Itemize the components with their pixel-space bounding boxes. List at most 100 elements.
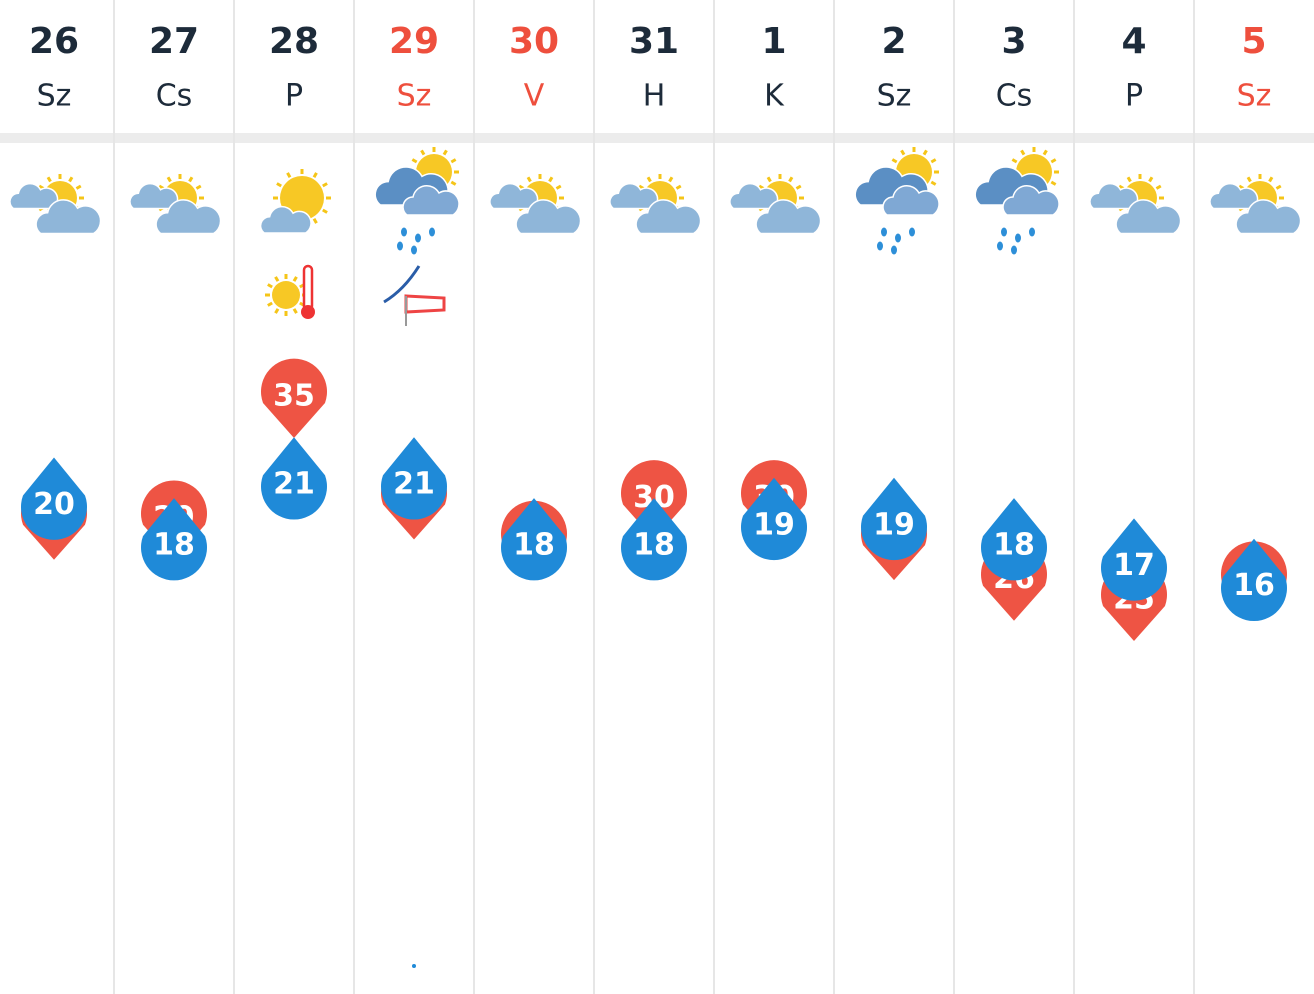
day-weekday: P bbox=[285, 79, 303, 114]
low-temp: 18 bbox=[513, 528, 555, 563]
day-weekday: Cs bbox=[156, 79, 193, 114]
rain-drop bbox=[1011, 245, 1017, 255]
sun-ray bbox=[274, 308, 280, 314]
weather-icon bbox=[1209, 174, 1302, 235]
sun-ray bbox=[1011, 158, 1018, 164]
low-temp: 21 bbox=[273, 467, 315, 502]
sun-ray bbox=[312, 172, 318, 178]
windsock bbox=[404, 294, 446, 314]
weather-icon bbox=[259, 169, 331, 234]
sun bbox=[280, 176, 324, 220]
sun-ray bbox=[267, 283, 273, 289]
sun-ray bbox=[646, 176, 652, 183]
cloud bbox=[1115, 199, 1182, 235]
rain-drop bbox=[411, 245, 417, 255]
sun-ray bbox=[555, 184, 562, 190]
sun-ray bbox=[292, 308, 298, 314]
low-drop bbox=[1101, 518, 1167, 601]
low-drop bbox=[1221, 538, 1287, 622]
low-drop bbox=[861, 477, 927, 561]
low-drop bbox=[621, 498, 687, 581]
sun-ray bbox=[46, 176, 52, 183]
sun-ray bbox=[1050, 180, 1057, 186]
sun-ray bbox=[68, 176, 74, 183]
cloud bbox=[9, 182, 59, 210]
sun-ray bbox=[442, 149, 448, 156]
sun-ray bbox=[900, 149, 906, 156]
weather-icon bbox=[854, 147, 940, 255]
cloud bbox=[489, 182, 539, 210]
sun-ray bbox=[276, 182, 282, 188]
weather-icon bbox=[1089, 174, 1182, 235]
cloud bbox=[882, 185, 940, 216]
sun-ray bbox=[1268, 176, 1274, 183]
weather-icon bbox=[374, 147, 460, 255]
low-temp: 19 bbox=[753, 507, 795, 542]
cloud bbox=[1002, 185, 1060, 216]
sun-ray bbox=[668, 176, 674, 183]
low-drop bbox=[261, 437, 327, 520]
sun-ray bbox=[166, 176, 172, 183]
warning-icon bbox=[383, 265, 446, 326]
sun-ray bbox=[930, 180, 937, 186]
sun-ray bbox=[930, 158, 937, 164]
sun-ray bbox=[675, 184, 682, 190]
day-date: 28 bbox=[269, 21, 319, 62]
thermometer-bulb bbox=[301, 305, 315, 319]
cloud bbox=[729, 182, 779, 210]
day-weekday: Sz bbox=[397, 79, 432, 114]
cloud bbox=[1209, 182, 1259, 210]
cloud bbox=[129, 182, 179, 210]
day-weekday: H bbox=[643, 79, 666, 114]
sun-ray bbox=[274, 276, 280, 282]
sun-ray bbox=[75, 184, 82, 190]
day-weekday: Sz bbox=[1237, 79, 1272, 114]
low-temp: 18 bbox=[153, 528, 195, 563]
sun-ray bbox=[795, 184, 802, 190]
sun-ray bbox=[322, 208, 328, 214]
cloud bbox=[155, 199, 222, 235]
day-weekday: Cs bbox=[996, 79, 1033, 114]
thermometer bbox=[302, 264, 314, 312]
wind-line bbox=[383, 265, 421, 304]
rain-drop bbox=[891, 245, 897, 255]
weather-icon bbox=[489, 174, 582, 235]
weather-icon bbox=[9, 174, 102, 235]
sun-ray bbox=[312, 218, 318, 224]
rain-drop bbox=[1001, 227, 1007, 237]
sun-ray bbox=[1050, 158, 1057, 164]
day-date: 29 bbox=[389, 21, 439, 62]
cloud bbox=[635, 199, 702, 235]
rain-drop bbox=[909, 227, 915, 237]
day-date: 31 bbox=[629, 21, 679, 62]
low-temp: 19 bbox=[873, 507, 915, 542]
low-drop bbox=[981, 498, 1047, 581]
day-date: 3 bbox=[1001, 21, 1026, 62]
low-temp: 18 bbox=[993, 528, 1035, 563]
low-temp: 17 bbox=[1113, 548, 1155, 583]
day-date: 5 bbox=[1241, 21, 1266, 62]
rain-drop bbox=[397, 241, 403, 251]
rain-drop bbox=[895, 233, 901, 243]
sun-ray bbox=[1148, 176, 1154, 183]
cloud bbox=[515, 199, 582, 235]
sun-ray bbox=[1246, 176, 1252, 183]
weather-icon bbox=[974, 147, 1060, 255]
sun-ray bbox=[766, 176, 772, 183]
day-weekday: P bbox=[1125, 79, 1143, 114]
day-date: 26 bbox=[29, 21, 79, 62]
cloud bbox=[609, 182, 659, 210]
rain-drop bbox=[401, 227, 407, 237]
header-divider bbox=[0, 133, 1314, 143]
warning-icon bbox=[265, 264, 315, 319]
day-date: 2 bbox=[881, 21, 906, 62]
rain-drop bbox=[997, 241, 1003, 251]
low-drop bbox=[500, 498, 567, 581]
sun bbox=[272, 281, 300, 309]
cloud bbox=[259, 205, 312, 234]
rain-drop bbox=[1015, 233, 1021, 243]
sun-ray bbox=[322, 182, 328, 188]
day-date: 27 bbox=[149, 21, 199, 62]
sun-ray bbox=[788, 176, 794, 183]
